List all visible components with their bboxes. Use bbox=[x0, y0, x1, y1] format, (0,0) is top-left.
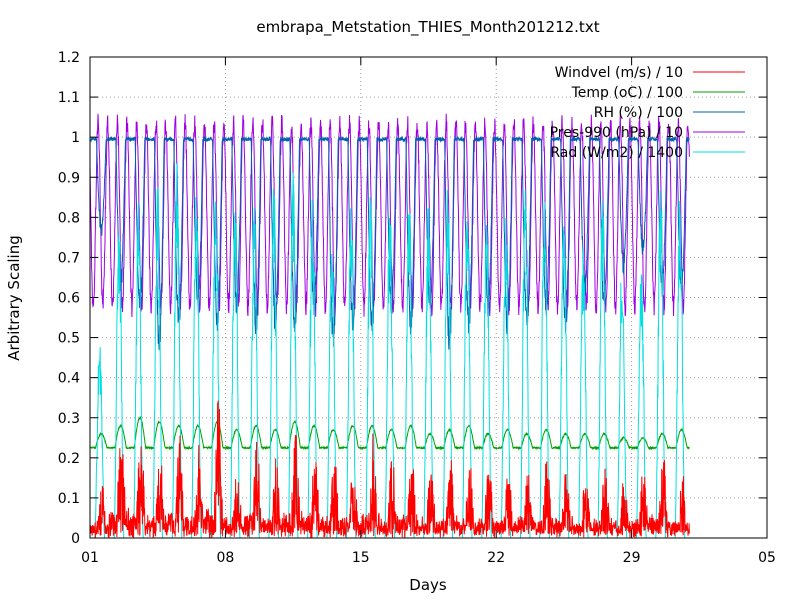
y-tick-label: 0.3 bbox=[58, 411, 80, 427]
x-tick-label: 15 bbox=[352, 550, 370, 566]
plot-area bbox=[89, 113, 690, 539]
x-tick-label: 29 bbox=[623, 550, 641, 566]
legend-label: Rad (W/m2) / 1400 bbox=[550, 145, 683, 161]
y-tick-label: 1.1 bbox=[58, 90, 80, 106]
x-axis-label: Days bbox=[409, 576, 447, 594]
x-tick-label: 08 bbox=[216, 550, 234, 566]
series-windvel-line bbox=[89, 400, 690, 538]
x-tick-label: 22 bbox=[487, 550, 505, 566]
y-tick-label: 0.8 bbox=[58, 210, 80, 226]
legend-label: Windvel (m/s) / 10 bbox=[555, 65, 683, 81]
y-tick-label: 0.1 bbox=[58, 491, 80, 507]
y-tick-label: 1.2 bbox=[58, 50, 80, 66]
y-tick-label: 0.9 bbox=[58, 170, 80, 186]
chart-title: embrapa_Metstation_THIES_Month201212.txt bbox=[256, 18, 599, 37]
y-tick-label: 0.4 bbox=[58, 371, 80, 387]
legend-label: RH (%) / 100 bbox=[594, 105, 683, 121]
legend: Windvel (m/s) / 10 Temp (oC) / 100 RH (%) … bbox=[550, 65, 745, 161]
x-tick-label: 01 bbox=[81, 550, 99, 566]
series-pressure-line bbox=[89, 113, 690, 318]
y-axis: 0 0.1 0.2 0.3 0.4 0.5 0.6 0.7 0.8 0.9 1 1.1 1.2 bbox=[58, 50, 767, 547]
y-tick-label: 0.7 bbox=[58, 250, 80, 266]
y-tick-label: 1 bbox=[71, 130, 80, 146]
y-axis-label: Arbitrary Scaling bbox=[5, 235, 23, 361]
series-temp-line bbox=[89, 415, 690, 451]
legend-label: Temp (oC) / 100 bbox=[571, 85, 683, 101]
x-axis: 01 08 15 22 29 05 bbox=[81, 57, 776, 566]
series-rh-line bbox=[89, 135, 690, 350]
x-tick-label: 05 bbox=[758, 550, 776, 566]
y-tick-label: 0.6 bbox=[58, 291, 80, 307]
y-tick-label: 0.5 bbox=[58, 331, 80, 347]
y-tick-label: 0 bbox=[71, 531, 80, 547]
legend-label: Pres-990 (hPa) / 10 bbox=[550, 125, 683, 141]
y-tick-label: 0.2 bbox=[58, 451, 80, 467]
